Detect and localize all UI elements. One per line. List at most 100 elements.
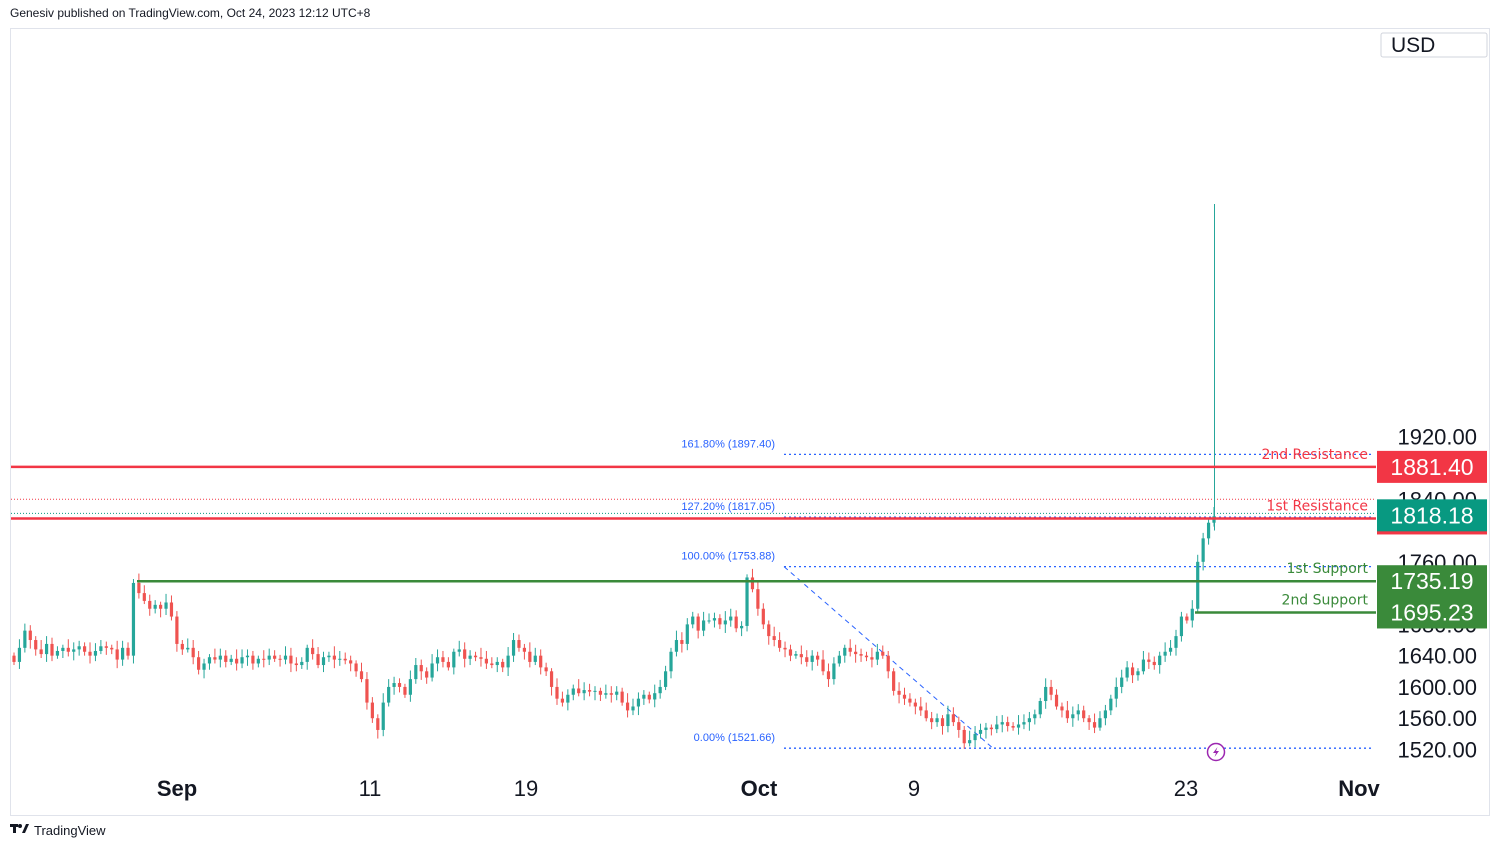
candle-body (34, 640, 38, 650)
candle-body (566, 694, 570, 703)
candle-body (408, 679, 412, 695)
candle-body (419, 665, 423, 672)
candle-body (403, 686, 407, 695)
candle-body (788, 649, 793, 656)
candle-body (1016, 724, 1021, 728)
candle-body (593, 690, 597, 692)
candle-body (707, 620, 711, 622)
candle-body (473, 655, 478, 658)
candle-body (1141, 659, 1146, 672)
candle-body (137, 582, 141, 594)
candle-body (435, 657, 440, 664)
candle-body (930, 718, 934, 723)
candle-body (642, 694, 646, 699)
candle-body (544, 667, 548, 672)
level-label: 1st Support (1287, 561, 1369, 577)
chart-frame[interactable]: 161.80% (1897.40) 127.20% (1817.05) 100.00… (10, 28, 1490, 816)
candle-body (495, 661, 499, 666)
candle-body (490, 663, 494, 666)
candle-body (99, 646, 103, 651)
candle-body (794, 654, 798, 656)
level-label: 2nd Support (1282, 592, 1369, 608)
price-badge (1377, 596, 1487, 629)
fib-label: 0.00% (1521.66) (694, 732, 775, 744)
candle-body (283, 655, 288, 660)
candle-body (289, 655, 293, 664)
price-badge (1377, 565, 1487, 598)
candle-body (674, 640, 679, 652)
candle-body (859, 654, 863, 656)
candle-body (816, 655, 820, 660)
current-price-badge-text: 1818.18 (1390, 502, 1473, 528)
candle-body (93, 650, 98, 656)
currency-label: USD (1391, 34, 1435, 57)
time-tick-label: 9 (908, 776, 920, 801)
lightning-bolt-icon[interactable] (1206, 742, 1226, 762)
candle-body (1076, 710, 1080, 715)
candle-body (582, 690, 586, 694)
candlestick-chart[interactable]: 161.80% (1897.40) 127.20% (1817.05) 100.00… (11, 29, 1489, 815)
price-tick-label: 1600.00 (1397, 675, 1477, 700)
candle-body (740, 625, 744, 629)
candle-body (712, 618, 717, 621)
candle-body (370, 702, 374, 719)
candle-body (44, 643, 49, 655)
candle-body (1060, 706, 1064, 711)
candle-body (1136, 671, 1140, 676)
candle-body (235, 658, 239, 664)
currency-box[interactable] (1380, 32, 1488, 58)
price-tick-label: 1640.00 (1397, 644, 1477, 669)
price-tick-label: 1520.00 (1397, 738, 1477, 763)
candle-body (620, 691, 624, 703)
candle-body (881, 651, 885, 656)
candle-body (175, 616, 179, 644)
candle-body (430, 663, 434, 678)
candle-body (897, 690, 901, 695)
candle-body (951, 714, 955, 723)
time-tick-label: 19 (514, 776, 538, 801)
footer-logo-text: TradingView (34, 823, 106, 838)
candle-body (28, 630, 32, 641)
candle-body (962, 729, 966, 744)
time-tick-label: Nov (1338, 776, 1380, 801)
candle-body (1011, 726, 1015, 728)
candle-body (88, 651, 92, 656)
candle-body (625, 702, 630, 711)
candle-body (387, 686, 391, 703)
candle-body (843, 647, 847, 656)
candle-body (729, 616, 733, 621)
candle-body (555, 686, 559, 699)
candle-body (636, 698, 641, 707)
time-axis[interactable]: Sep 11 19 Oct 9 23 Nov (157, 776, 1381, 801)
candle-body (973, 733, 977, 741)
time-tick-label: Sep (157, 776, 197, 801)
candle-body (875, 651, 879, 660)
time-tick-label: 23 (1174, 776, 1198, 801)
candle-body (631, 706, 635, 711)
candle-body (1206, 522, 1211, 539)
candle-body (658, 686, 662, 694)
candle-body (609, 693, 613, 695)
candle-body (1201, 538, 1205, 562)
candle-body (218, 655, 222, 660)
candle-body (778, 640, 782, 648)
candle-body (245, 655, 250, 658)
candle-body (267, 655, 271, 660)
candle-body (886, 655, 890, 672)
candle-body (940, 718, 945, 727)
candle-body (55, 650, 60, 656)
candle-body (870, 657, 874, 660)
candle-body (799, 654, 803, 658)
price-badge-text: 1735.19 (1390, 568, 1473, 594)
candle-body (1098, 718, 1102, 728)
candle-body (957, 722, 961, 730)
candle-body (919, 706, 923, 711)
candle-body (23, 630, 27, 648)
candle-body (669, 651, 673, 672)
candle-body (854, 651, 858, 655)
candle-body (1168, 647, 1173, 652)
candle-body (1125, 667, 1129, 678)
candle-body (131, 582, 136, 656)
tradingview-logo-icon[interactable] (10, 823, 30, 838)
